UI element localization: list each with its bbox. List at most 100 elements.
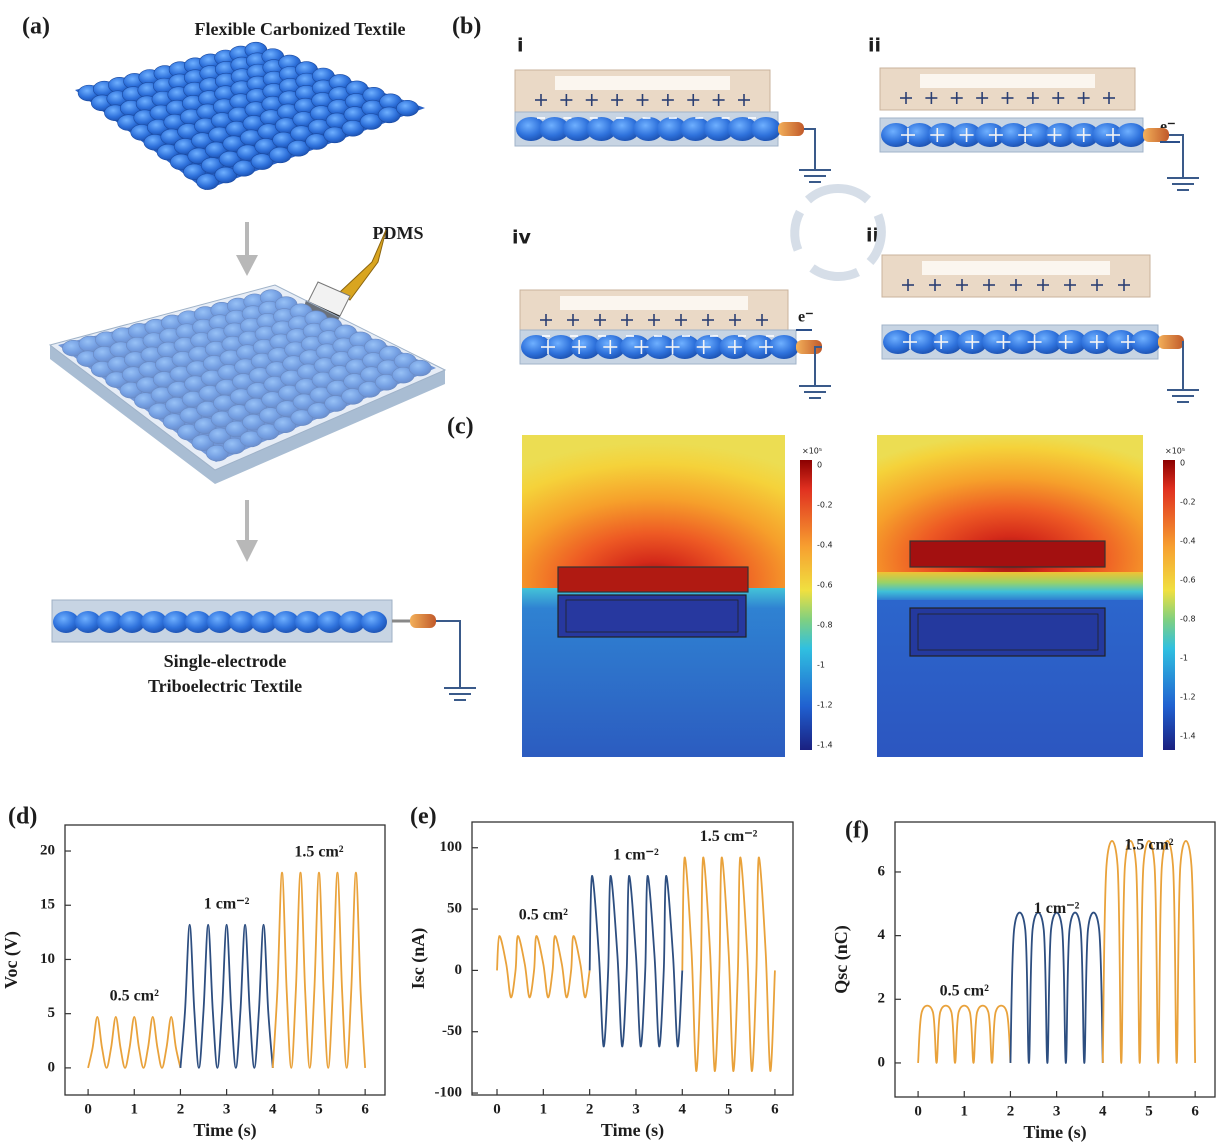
- tribo-stage: [881, 254, 1199, 403]
- x-tick-label: 1: [961, 1103, 969, 1119]
- x-tick-label: 1: [131, 1101, 139, 1117]
- top-layer-inner: [920, 74, 1095, 88]
- colorbar-tick-label: -1.2: [817, 701, 833, 710]
- fiber-knot: [751, 117, 781, 141]
- y-tick-label: 50: [447, 901, 462, 917]
- fiber-knot: [881, 123, 911, 147]
- fiber-knot: [408, 359, 432, 377]
- wire: [436, 620, 461, 670]
- cycle-arrows: [790, 184, 886, 282]
- colorbar-exponent: ×10⁵: [1165, 447, 1185, 456]
- fiber-knot: [998, 123, 1029, 147]
- x-tick-label: 1: [540, 1101, 548, 1117]
- fiber-knot: [1031, 330, 1062, 354]
- x-tick-label: 6: [771, 1101, 779, 1117]
- fiber-knot: [680, 117, 711, 141]
- fiber-knot: [305, 133, 328, 150]
- result-label: Single-electrode: [164, 651, 287, 671]
- fiber-knot: [391, 366, 415, 384]
- x-tick-label: 2: [1007, 1103, 1015, 1119]
- fiber-knot: [769, 335, 799, 359]
- fiber-knot: [250, 153, 274, 170]
- wire: [1182, 341, 1184, 372]
- colorbar-tick-label: -0.8: [1180, 615, 1196, 624]
- y-tick-label: 10: [40, 951, 55, 967]
- x-tick-label: 0: [84, 1101, 92, 1117]
- series-label: 1 cm⁻²: [1034, 900, 1080, 917]
- fiber-knot: [563, 117, 593, 141]
- fiber-knot: [633, 117, 664, 141]
- y-tick-label: 15: [40, 897, 55, 913]
- colorbar: [800, 460, 812, 750]
- fiber-knot: [1131, 330, 1161, 354]
- fiber-knot: [883, 330, 913, 354]
- fiber-knot: [207, 611, 233, 633]
- fiber-knot: [1022, 123, 1052, 147]
- fiber-knot: [323, 126, 347, 144]
- top-layer-inner: [922, 261, 1110, 275]
- plot-frame: [471, 821, 794, 1096]
- series-line: [917, 1004, 1012, 1064]
- fiber-knot: [256, 423, 280, 441]
- chart: 0 1 2 3 4 5 6 0 5 10 15 20 Time (s) Voc (V) 0.5 cm² 1 c…: [1, 824, 386, 1141]
- colorbar-tick-label: -0.2: [817, 501, 833, 510]
- colorbar-tick-label: -0.4: [1180, 537, 1196, 546]
- panel-label: (d): [8, 804, 37, 830]
- x-tick-label: 6: [361, 1101, 369, 1117]
- series-label: 1.5 cm²: [1124, 836, 1173, 853]
- fiber-knot: [53, 611, 79, 633]
- x-tick-label: 3: [1053, 1103, 1061, 1119]
- panel-label: (a): [22, 14, 50, 40]
- tribo-stage: [879, 67, 1199, 191]
- chart: 0 1 2 3 4 5 6 -100 -50 0 50 100 Time (s) Isc (nA) 0.5 …: [408, 821, 794, 1141]
- wire: [814, 346, 822, 368]
- colorbar-tick-label: -1.4: [817, 741, 833, 750]
- fiber-knot: [1007, 330, 1037, 354]
- fiber-knot: [358, 381, 381, 398]
- colorbar-exponent: ×10⁵: [802, 447, 822, 456]
- y-axis-label: Isc (nA): [408, 928, 429, 990]
- y-tick-label: 0: [878, 1054, 886, 1070]
- wire: [804, 128, 816, 152]
- process-arrow: [236, 222, 258, 562]
- wire: [1169, 134, 1184, 160]
- heatmap-left: [522, 435, 785, 757]
- colorbar-tick-label: -0.2: [1180, 498, 1196, 507]
- y-tick-label: -50: [442, 1023, 462, 1039]
- x-tick-label: 4: [1099, 1103, 1107, 1119]
- tribo-stage: [514, 69, 831, 183]
- colorbar-tick-label: 0: [817, 461, 822, 470]
- textile-title: Flexible Carbonized Textile: [195, 19, 406, 39]
- fiber-knot: [904, 123, 935, 147]
- y-tick-label: -100: [435, 1084, 463, 1100]
- x-tick-label: 3: [223, 1101, 231, 1117]
- x-tick-label: 4: [679, 1101, 687, 1117]
- series-label: 1 cm⁻²: [613, 847, 659, 864]
- panel-label: (b): [452, 14, 481, 40]
- series-label: 0.5 cm²: [110, 988, 159, 1005]
- colorbar-tick-label: 0: [1180, 459, 1185, 468]
- fiber-knot: [119, 611, 145, 633]
- fiber-knot: [361, 611, 387, 633]
- tribo-stage: [519, 289, 831, 399]
- fiber-knot: [222, 437, 246, 455]
- pdms-label: PDMS: [373, 223, 424, 243]
- x-tick-label: 5: [1145, 1103, 1153, 1119]
- fiber-knot: [185, 611, 211, 633]
- fiber-knot: [163, 611, 189, 633]
- colorbar-tick-label: -0.6: [817, 581, 833, 590]
- y-axis-label: Voc (V): [1, 931, 22, 989]
- series-label: 1.5 cm²: [294, 843, 343, 860]
- series-line: [681, 856, 776, 1072]
- y-tick-label: 20: [40, 842, 55, 858]
- fiber-knot: [374, 374, 398, 391]
- fiber-knot: [295, 611, 321, 633]
- fiber-knot: [396, 99, 419, 117]
- fiber-knot: [239, 430, 263, 448]
- result-label: Triboelectric Textile: [148, 676, 302, 696]
- x-axis-label: Time (s): [1023, 1122, 1086, 1143]
- series-label: 0.5 cm²: [519, 907, 568, 924]
- series-line: [271, 871, 367, 1069]
